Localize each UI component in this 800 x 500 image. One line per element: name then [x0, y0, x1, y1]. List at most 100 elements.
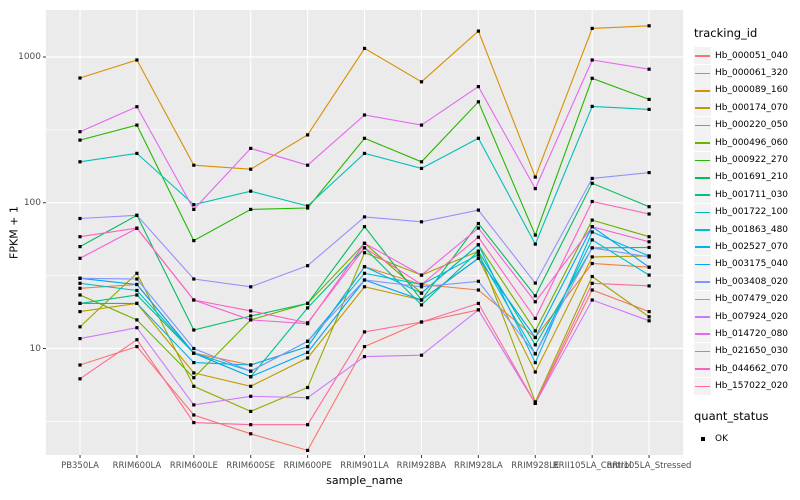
- data-point: [249, 285, 253, 289]
- data-point: [249, 369, 253, 373]
- legend-item: Hb_001863_480: [694, 221, 798, 239]
- data-point: [306, 345, 310, 349]
- data-point: [590, 76, 594, 80]
- legend-key-line-icon: [694, 99, 711, 117]
- x-tick-label: RRII105LA_Stressed: [606, 461, 692, 471]
- data-point: [590, 298, 594, 302]
- x-tick-label: RRIM928LA: [454, 461, 503, 471]
- legend-item-label: Hb_001722_100: [715, 207, 789, 218]
- data-point: [590, 230, 594, 234]
- data-point: [78, 337, 82, 341]
- data-point: [647, 97, 651, 101]
- legend-item: Hb_000089_160: [694, 81, 798, 99]
- data-point: [362, 345, 367, 349]
- data-point: [78, 325, 82, 329]
- data-point: [306, 264, 310, 268]
- data-point: [590, 181, 594, 185]
- data-point: [647, 315, 651, 319]
- legend-item: Hb_007479_020: [694, 290, 798, 308]
- data-point: [78, 160, 82, 164]
- legend-item-label: Hb_001863_480: [715, 224, 789, 235]
- data-point: [419, 320, 424, 324]
- data-point: [590, 176, 594, 180]
- legend-item-label: Hb_021650_030: [715, 346, 789, 357]
- data-point: [419, 273, 424, 277]
- data-point: [362, 285, 367, 289]
- data-point: [419, 298, 424, 302]
- x-tick-label: RRIM600SE: [226, 461, 276, 471]
- data-point: [590, 218, 594, 222]
- data-point: [78, 363, 82, 367]
- data-point: [192, 163, 196, 167]
- legend-item-label: Hb_003175_040: [715, 259, 789, 270]
- legend-key-line-icon: [694, 151, 711, 169]
- x-tick-label: RRIM901LA: [340, 461, 389, 471]
- data-point: [362, 113, 367, 117]
- data-point: [590, 274, 594, 279]
- data-point: [419, 80, 424, 84]
- legend-key-line-icon: [694, 308, 711, 326]
- data-point: [249, 409, 253, 413]
- legend-item-label: Hb_002527_070: [715, 241, 789, 252]
- legend-item-label: Hb_000220_050: [715, 120, 789, 131]
- data-point: [78, 130, 82, 134]
- x-tick-label: RRIM600PE: [283, 461, 332, 471]
- data-point: [135, 326, 139, 330]
- data-point: [533, 281, 537, 285]
- y-tick-label: 100: [23, 197, 41, 208]
- data-point: [647, 235, 651, 239]
- data-point: [78, 293, 82, 297]
- data-point: [192, 277, 196, 281]
- data-point: [306, 301, 310, 305]
- data-point: [192, 351, 196, 355]
- data-point: [476, 243, 480, 247]
- data-point: [249, 309, 253, 313]
- data-point: [590, 238, 594, 242]
- data-point: [647, 284, 651, 288]
- data-point: [533, 401, 537, 405]
- legend-item: Hb_001722_100: [694, 203, 798, 221]
- data-point: [362, 225, 367, 229]
- data-point: [419, 220, 424, 224]
- data-point: [647, 171, 651, 175]
- data-point: [78, 235, 82, 239]
- data-point: [590, 261, 594, 266]
- data-point: [78, 286, 82, 290]
- data-point: [78, 245, 82, 249]
- data-point: [476, 235, 480, 239]
- data-point: [306, 423, 310, 427]
- data-point: [476, 249, 480, 253]
- data-point: [476, 279, 480, 283]
- data-point: [135, 277, 139, 281]
- data-point: [78, 256, 82, 260]
- data-point: [533, 361, 537, 365]
- legend-item-label: Hb_000051_040: [715, 50, 789, 61]
- legend-key-line-icon: [694, 255, 711, 273]
- legend-key-line-icon: [694, 64, 711, 82]
- data-point: [192, 207, 196, 211]
- data-point: [135, 338, 139, 342]
- data-point: [419, 285, 424, 289]
- data-point: [590, 26, 594, 30]
- data-point: [362, 46, 367, 50]
- data-point: [476, 308, 480, 312]
- data-point: [192, 421, 196, 425]
- data-point: [306, 448, 310, 452]
- data-point: [249, 189, 253, 193]
- data-point: [419, 291, 424, 295]
- data-point: [647, 265, 651, 269]
- y-axis-title: FPKM + 1: [7, 206, 21, 259]
- data-point: [362, 215, 367, 219]
- data-point: [590, 281, 594, 285]
- data-point: [306, 385, 310, 390]
- legend-items: Hb_000051_040 Hb_000061_320 Hb_000089_160 H…: [694, 47, 798, 395]
- data-point: [533, 335, 537, 340]
- legend-item-label: Hb_000089_160: [715, 85, 789, 96]
- data-point: [476, 256, 480, 260]
- data-point: [249, 167, 253, 171]
- data-point: [362, 271, 367, 275]
- ok-point-icon: [694, 430, 711, 447]
- data-point: [476, 301, 480, 305]
- data-point: [476, 208, 480, 212]
